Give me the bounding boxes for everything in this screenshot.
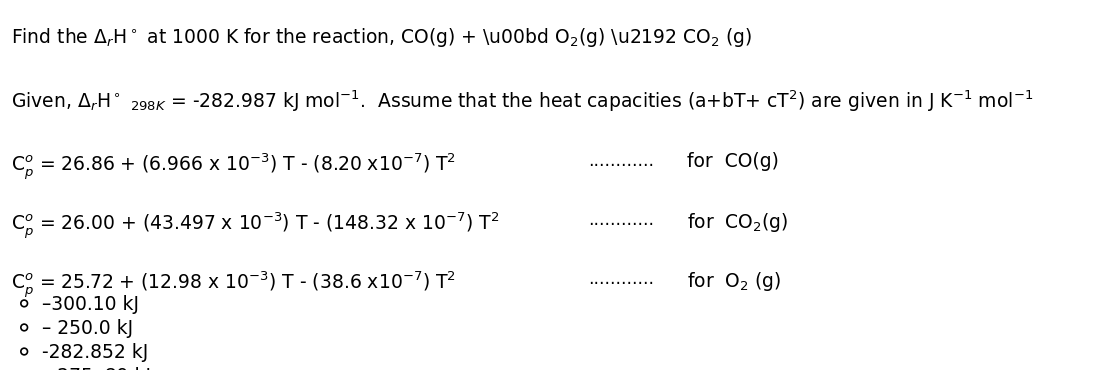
Text: for  O$_2$ (g): for O$_2$ (g) [687, 270, 781, 293]
Text: C$^o_p$ = 26.86 + (6.966 x 10$^{-3}$) T - (8.20 x10$^{-7}$) T$^2$: C$^o_p$ = 26.86 + (6.966 x 10$^{-3}$) T … [11, 152, 456, 182]
Text: C$^o_p$ = 26.00 + (43.497 x 10$^{-3}$) T - (148.32 x 10$^{-7}$) T$^2$: C$^o_p$ = 26.00 + (43.497 x 10$^{-3}$) T… [11, 211, 499, 241]
Text: –300.10 kJ: –300.10 kJ [42, 295, 138, 314]
Text: Given, $\Delta_r$H$^\circ$ $_{298K}$ = -282.987 kJ mol$^{-1}$.  Assume that the : Given, $\Delta_r$H$^\circ$ $_{298K}$ = -… [11, 89, 1033, 114]
Text: – 250.0 kJ: – 250.0 kJ [42, 319, 133, 338]
Text: ............: ............ [588, 270, 654, 288]
Text: for  CO$_2$(g): for CO$_2$(g) [687, 211, 788, 234]
Text: Find the $\Delta_r$H$^\circ$ at 1000 K for the reaction, CO(g) + \u00bd O$_2$(g): Find the $\Delta_r$H$^\circ$ at 1000 K f… [11, 26, 752, 49]
Text: ............: ............ [588, 211, 654, 229]
Text: -282.852 kJ: -282.852 kJ [42, 343, 148, 362]
Text: C$^o_p$ = 25.72 + (12.98 x 10$^{-3}$) T - (38.6 x10$^{-7}$) T$^2$: C$^o_p$ = 25.72 + (12.98 x 10$^{-3}$) T … [11, 270, 456, 300]
Text: for  CO(g): for CO(g) [687, 152, 779, 171]
Text: – 275. 89 kJ: – 275. 89 kJ [42, 367, 151, 370]
Text: ............: ............ [588, 152, 654, 170]
